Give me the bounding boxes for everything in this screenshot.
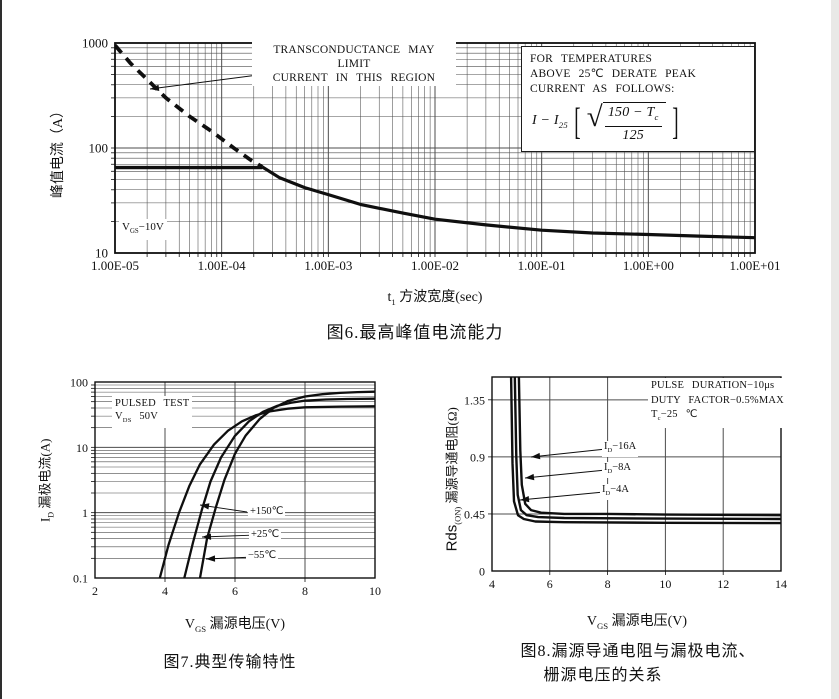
svg-text:10: 10 bbox=[76, 441, 88, 455]
fig6-derate-line2: ABOVE 25℃ DERATE PEAK bbox=[530, 68, 696, 80]
svg-text:0.45: 0.45 bbox=[464, 507, 485, 521]
svg-text:2: 2 bbox=[92, 584, 98, 598]
svg-text:4: 4 bbox=[489, 577, 495, 591]
svg-text:1.00E-04: 1.00E-04 bbox=[198, 258, 247, 273]
svg-text:1: 1 bbox=[82, 506, 88, 520]
svg-text:6: 6 bbox=[547, 577, 553, 591]
svg-text:10: 10 bbox=[659, 577, 671, 591]
svg-text:1.00E-03: 1.00E-03 bbox=[304, 258, 352, 273]
svg-text:10: 10 bbox=[95, 246, 108, 261]
formula-sqrt: √ 150 − Tc 125 bbox=[587, 102, 666, 143]
fig6-vgs-condition: VGS−10V bbox=[119, 219, 167, 241]
fig7-curve-label-minus55c: −55℃ bbox=[246, 550, 279, 562]
page-left-border bbox=[0, 0, 2, 699]
fig8-test-conditions: PULSE DURATION−10μs DUTY FACTOR−0.5%MAX … bbox=[648, 378, 787, 428]
fig8-curve-label-4a: ID−4A bbox=[600, 484, 631, 501]
fig7-caption: 图7.典型传输特性 bbox=[163, 654, 297, 671]
fig8-y-axis-label: Rds(ON) 漏源导通电阻(Ω) bbox=[443, 407, 463, 552]
fig7-curve-label-25c: +25℃ bbox=[249, 529, 282, 541]
svg-text:14: 14 bbox=[775, 577, 787, 591]
fig6-x-axis-label: t1 方波宽度(sec) bbox=[387, 290, 483, 307]
fig6-derate-note: FOR TEMPERATURES ABOVE 25℃ DERATE PEAK C… bbox=[521, 46, 755, 152]
svg-text:8: 8 bbox=[302, 584, 308, 598]
fig6-y-axis-label: 峰值电流（A） bbox=[51, 103, 66, 199]
fig8-curve-label-8a: ID−8A bbox=[602, 462, 633, 479]
fig7-y-axis-label: ID 漏极电流(A) bbox=[37, 438, 56, 523]
fig7-x-axis-label: VGS 漏源电压(V) bbox=[184, 617, 286, 634]
fig7-test-conditions: PULSED TEST VDS 50V bbox=[112, 396, 193, 429]
fig6-transconductance-note: TRANSCONDUCTANCE MAY LIMIT CURRENT IN TH… bbox=[252, 42, 456, 86]
svg-text:1.35: 1.35 bbox=[464, 393, 485, 407]
fig8-curve-label-16a: ID−16A bbox=[602, 441, 639, 458]
fig6-derate-formula: I − I25 [ √ 150 − Tc 125 ] bbox=[532, 101, 679, 144]
svg-text:10: 10 bbox=[369, 584, 381, 598]
fig7-curve-label-150c: +150℃ bbox=[248, 506, 286, 518]
formula-numerator: 150 − Tc bbox=[604, 105, 662, 127]
radical-sign: √ bbox=[586, 101, 603, 133]
page-right-strip bbox=[831, 0, 839, 699]
svg-text:100: 100 bbox=[70, 376, 88, 390]
fig6-transconductance-line1: TRANSCONDUCTANCE MAY LIMIT bbox=[273, 44, 435, 70]
svg-text:12: 12 bbox=[717, 577, 729, 591]
svg-text:0: 0 bbox=[479, 565, 485, 579]
formula-denominator: 125 bbox=[622, 127, 644, 143]
svg-text:8: 8 bbox=[605, 577, 611, 591]
svg-text:1.00E-05: 1.00E-05 bbox=[91, 258, 139, 273]
svg-text:1.00E+00: 1.00E+00 bbox=[623, 258, 674, 273]
svg-text:1000: 1000 bbox=[82, 36, 108, 51]
fig6-caption: 图6.最高峰值电流能力 bbox=[326, 323, 504, 342]
formula-lhs: I − I25 bbox=[532, 112, 568, 130]
fig6-derate-line3: CURRENT AS FOLLOWS: bbox=[530, 83, 675, 95]
fig8-x-axis-label: VGS 漏源电压(V) bbox=[586, 614, 688, 631]
svg-text:0.9: 0.9 bbox=[470, 450, 485, 464]
fig8-rdson-chart: 4 6 8 10 12 14 0 0.45 0.9 1.35 bbox=[464, 376, 787, 591]
fig6-derate-line1: FOR TEMPERATURES bbox=[530, 53, 653, 65]
svg-text:0.1: 0.1 bbox=[73, 572, 88, 586]
svg-text:100: 100 bbox=[89, 141, 109, 156]
svg-text:4: 4 bbox=[162, 584, 168, 598]
fig6-transconductance-line2: CURRENT IN THIS REGION bbox=[272, 72, 436, 84]
svg-text:6: 6 bbox=[232, 584, 238, 598]
svg-text:1.00E+01: 1.00E+01 bbox=[729, 258, 780, 273]
svg-text:1.00E-01: 1.00E-01 bbox=[518, 258, 566, 273]
svg-text:1.00E-02: 1.00E-02 bbox=[411, 258, 459, 273]
fig8-caption-line1: 图8.漏源导通电阻与漏极电流、 bbox=[520, 643, 756, 660]
fig8-caption-line2: 栅源电压的关系 bbox=[543, 667, 663, 684]
fig7-transfer-characteristics-chart: 2 4 6 8 10 0.1 1 10 100 bbox=[70, 376, 381, 599]
fig8-caption: 图8.漏源导通电阻与漏极电流、 栅源电压的关系 bbox=[463, 637, 813, 685]
